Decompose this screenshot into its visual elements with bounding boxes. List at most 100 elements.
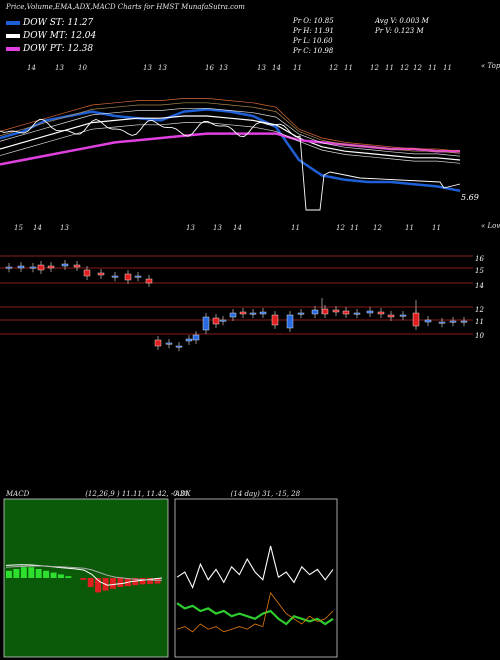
macd-signal-line [5,565,163,581]
candle-body-30 [332,309,340,313]
top-date-8: 14 [272,64,281,72]
candle-body-34 [377,311,385,315]
info-low: Pr L: 10.60 [293,37,333,45]
candle-body-21 [229,312,237,318]
candle-body-11 [134,275,142,278]
candle-body-31 [342,310,350,315]
candle-body-10 [124,273,132,281]
candle-body-19 [212,317,220,325]
bottom-date-10: 11 [405,224,414,232]
candle-body-13 [154,339,162,347]
macd-bar-19 [147,578,153,584]
price-lines [0,98,461,211]
legend-label-pt: DOW PT: 12.38 [23,44,94,54]
candle-body-24 [259,311,267,315]
macd-bar-3 [28,567,35,578]
macd-line [5,564,163,586]
candle-body-28 [311,309,319,315]
macd-title: MACD (12,26,9 ) 11.11, 11.42, -0.31 [6,490,189,498]
candle-body-2 [29,266,37,269]
candle-body-14 [165,342,173,345]
price-label-14: 14 [475,282,484,290]
candles [5,260,468,352]
top-date-13: 11 [385,64,394,72]
candle-body-16 [185,338,193,342]
candle-body-6 [73,264,81,268]
candle-body-12 [145,278,153,284]
chart-title: Price,Volume,EMA,ADX,MACD Charts for HMS… [6,3,245,11]
bottom-date-labels: 15 14 13 13 13 14 11 12 11 12 11 11 [14,224,441,232]
candle-body-7 [83,269,91,277]
candle-body-18 [202,316,210,331]
price-label-15: 15 [475,267,484,275]
adx-panel-frame [174,498,338,658]
macd-bar-17 [132,578,139,586]
close-price-line [0,118,461,211]
top-date-4: 13 [158,64,167,72]
top-date-16: 11 [428,64,437,72]
candle-body-4 [47,265,55,269]
macd-bar-4 [35,569,42,578]
legend-dow-mt: DOW MT: 12.04 [6,31,96,41]
candle-body-20 [219,319,227,322]
candle-body-32 [353,312,361,315]
legend-dow-pt: DOW PT: 12.38 [6,44,93,54]
candle-body-15 [175,345,183,348]
info-close: Pr C: 10.98 [293,47,334,55]
info-high: Pr H: 11.91 [293,27,335,35]
macd-panel-frame [3,498,169,658]
candle-body-5 [61,263,69,267]
bottom-date-5: 14 [233,224,242,232]
candle-body-33 [366,310,374,314]
top-date-11: 11 [344,64,353,72]
info-avg-volume: Avg V: 0.003 M [375,17,429,25]
legend-dow-st: DOW ST: 11.27 [6,18,93,28]
macd-bar-12 [95,578,101,593]
legend-swatch-mt [6,33,20,38]
adx-series-0 [176,545,334,590]
price-label-10: 10 [475,332,484,340]
macd-bar-7 [58,574,64,578]
candle-body-8 [97,272,105,276]
legend-swatch-st [6,20,20,25]
bottom-date-9: 12 [373,224,382,232]
macd-bar-6 [50,572,57,578]
macd-bar-8 [65,576,72,578]
macd-bar-14 [110,578,116,589]
candle-body-40 [449,320,457,323]
top-date-0: 14 [27,64,36,72]
macd-bar-16 [124,578,131,587]
top-date-10: 12 [329,64,338,72]
price-chart: 14 13 10 13 13 16 13 13 14 11 12 11 12 11 12 12 11 11 15 1… [0,64,473,352]
envelope-line-1 [0,102,461,154]
candle-grid [0,255,473,335]
top-date-17: 11 [443,64,452,72]
top-date-6: 13 [219,64,228,72]
macd-bar-13 [102,578,109,591]
top-date-14: 12 [400,64,409,72]
candle-body-37 [412,312,420,327]
adx-title: ADX (14 day) 31, -15, 28 [175,490,300,498]
adx-lines [176,545,334,633]
adx-values: (14 day) 31, -15, 28 [230,490,301,498]
envelope-line-2 [0,98,461,152]
bottom-date-0: 15 [14,224,23,232]
candle-body-25 [271,314,279,326]
macd-histogram [6,567,161,593]
macd-lines [5,564,163,586]
candle-body-36 [399,314,407,317]
top-date-3: 13 [143,64,152,72]
price-label-12: 12 [475,306,484,314]
bottom-date-1: 14 [33,224,42,232]
price-label-16: 16 [475,255,484,263]
candle-body-22 [239,311,247,315]
candle-body-26 [286,314,294,329]
last-price-label: 5.69 [461,193,479,202]
price-label-11: 11 [475,318,484,326]
top-date-1: 13 [55,64,64,72]
envelope-line-0 [0,107,461,157]
ema-line-0 [0,108,461,193]
info-open: Pr O: 10.85 [293,17,334,25]
candle-body-39 [438,321,446,324]
macd-title-label: MACD [6,490,30,498]
